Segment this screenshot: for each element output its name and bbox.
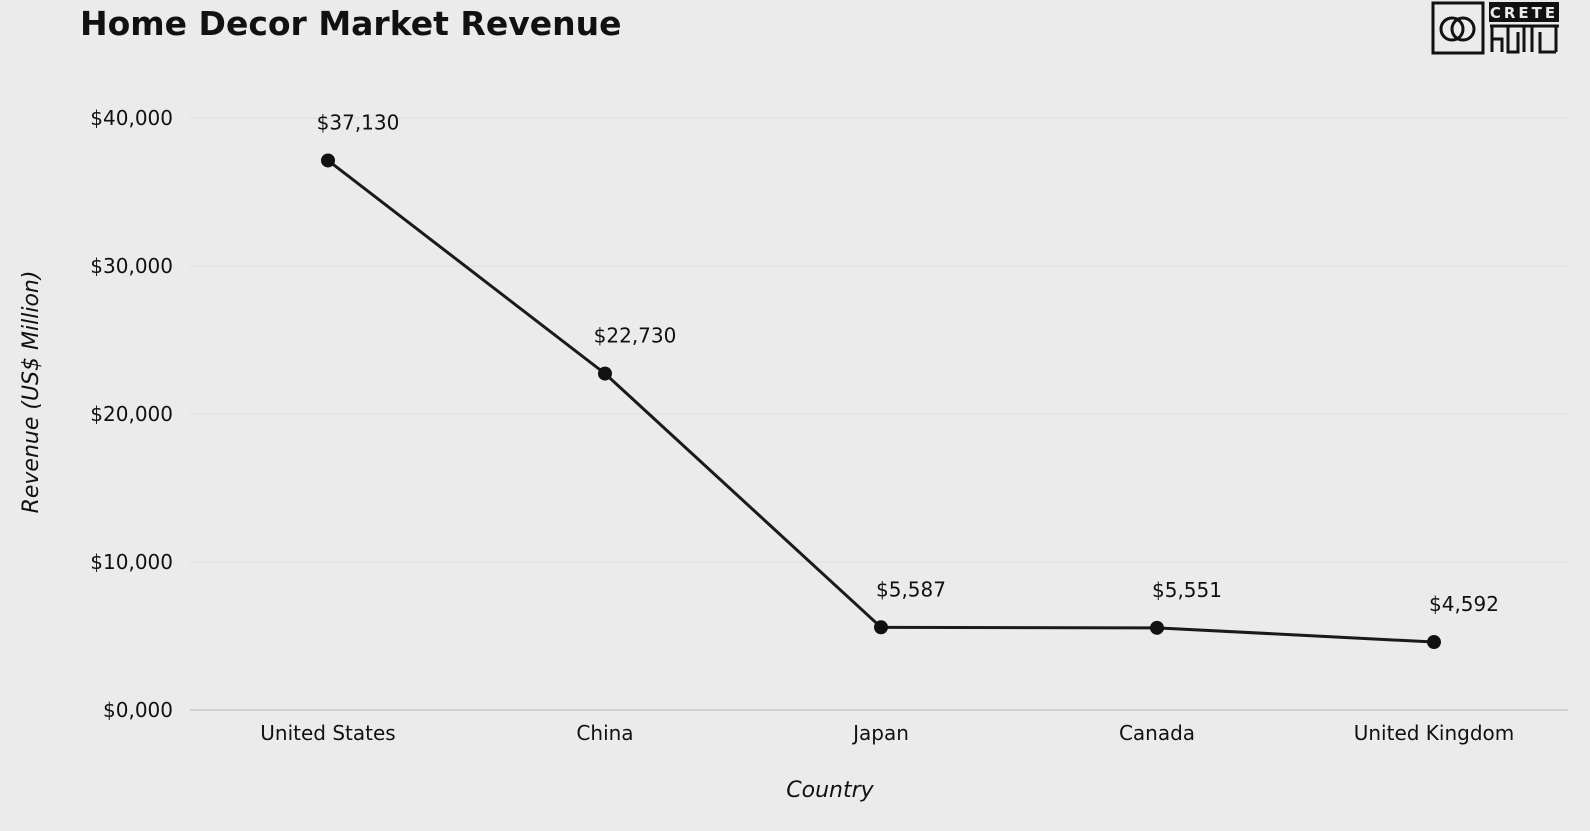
y-axis-label: Revenue (US$ Million) <box>19 271 44 514</box>
x-tick-label: China <box>576 721 633 745</box>
data-points <box>321 153 1441 650</box>
data-labels: $37,130 $22,730 $5,587 $5,551 $4,592 <box>317 110 1499 616</box>
x-axis-label: Country <box>786 778 874 803</box>
data-point <box>321 153 335 168</box>
y-tick-label: $40,000 <box>90 106 173 130</box>
y-tick-label: $0,000 <box>103 698 173 722</box>
y-tick-label: $30,000 <box>90 254 173 278</box>
x-axis-ticks: United States China Japan Canada United King… <box>260 721 1514 745</box>
chart-title: Home Decor Market Revenue <box>80 4 621 43</box>
y-tick-label: $10,000 <box>90 550 173 574</box>
x-tick-label: United Kingdom <box>1354 721 1515 745</box>
data-label: $22,730 <box>594 324 677 348</box>
data-point <box>874 620 888 635</box>
y-tick-label: $20,000 <box>90 402 173 426</box>
y-axis-ticks: $0,000 $10,000 $20,000 $30,000 $40,000 <box>90 106 173 722</box>
data-label: $5,551 <box>1152 578 1222 602</box>
series-line <box>327 159 1435 644</box>
x-tick-label: Canada <box>1119 721 1195 745</box>
logo-text-top: CRETE <box>1490 4 1558 22</box>
data-label: $37,130 <box>317 110 400 134</box>
data-label: $4,592 <box>1429 592 1499 616</box>
gridlines <box>190 117 1568 711</box>
x-tick-label: United States <box>260 721 395 745</box>
data-label: $5,587 <box>876 577 946 601</box>
data-point <box>1150 620 1164 635</box>
data-point <box>1427 635 1441 650</box>
data-point <box>598 366 612 381</box>
logo: CRETE <box>1431 1 1559 55</box>
x-tick-label: Japan <box>851 721 909 745</box>
